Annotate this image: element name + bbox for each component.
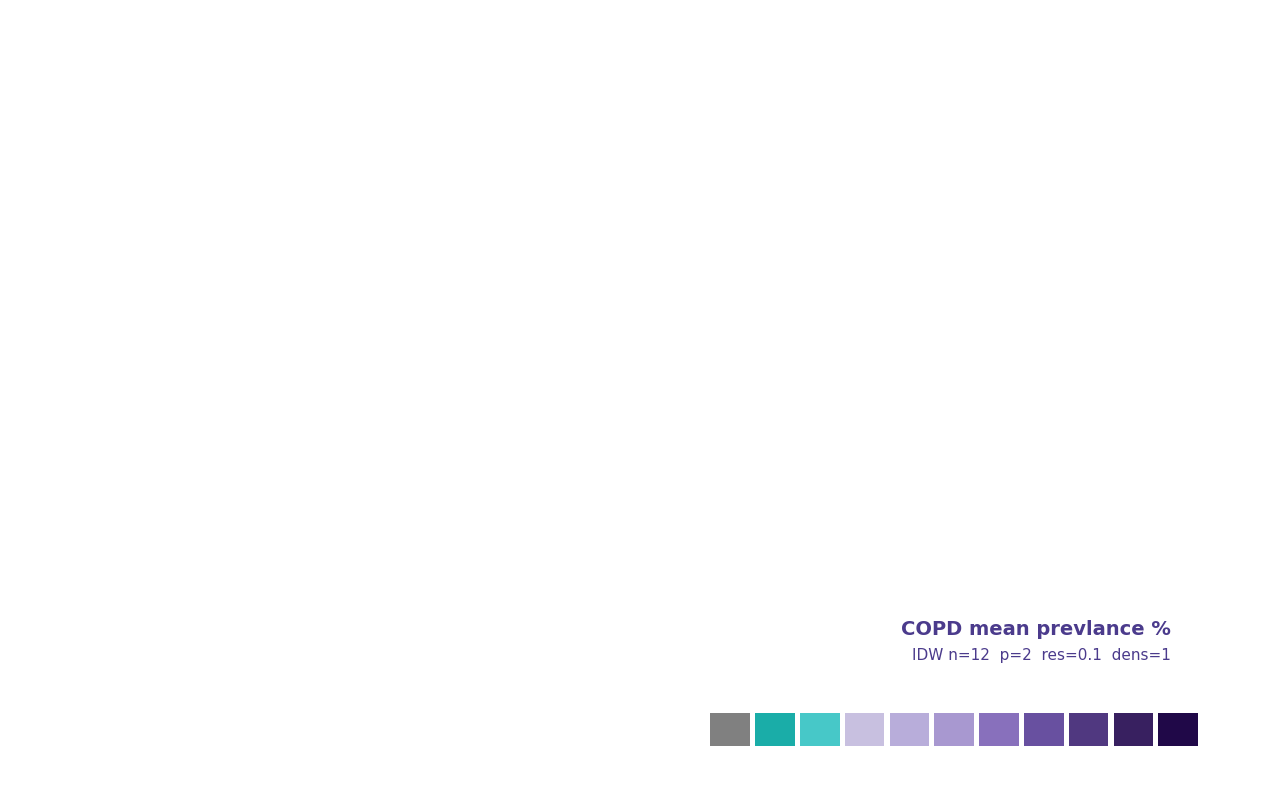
Text: COPD mean prevlance %: COPD mean prevlance % — [901, 620, 1171, 639]
Text: 3: 3 — [772, 725, 778, 734]
Text: 24: 24 — [1080, 725, 1097, 734]
Text: 18: 18 — [991, 725, 1007, 734]
Text: 27: 27 — [1125, 725, 1142, 734]
Text: IDW n=12  p=2  res=0.1  dens=1: IDW n=12 p=2 res=0.1 dens=1 — [913, 648, 1171, 663]
Text: 12: 12 — [901, 725, 918, 734]
Text: 15: 15 — [946, 725, 963, 734]
Text: 9: 9 — [860, 725, 869, 734]
Text: 6: 6 — [815, 725, 824, 734]
Text: 30: 30 — [1171, 725, 1185, 734]
Text: 21: 21 — [1036, 725, 1052, 734]
Text: 1: 1 — [726, 725, 735, 734]
